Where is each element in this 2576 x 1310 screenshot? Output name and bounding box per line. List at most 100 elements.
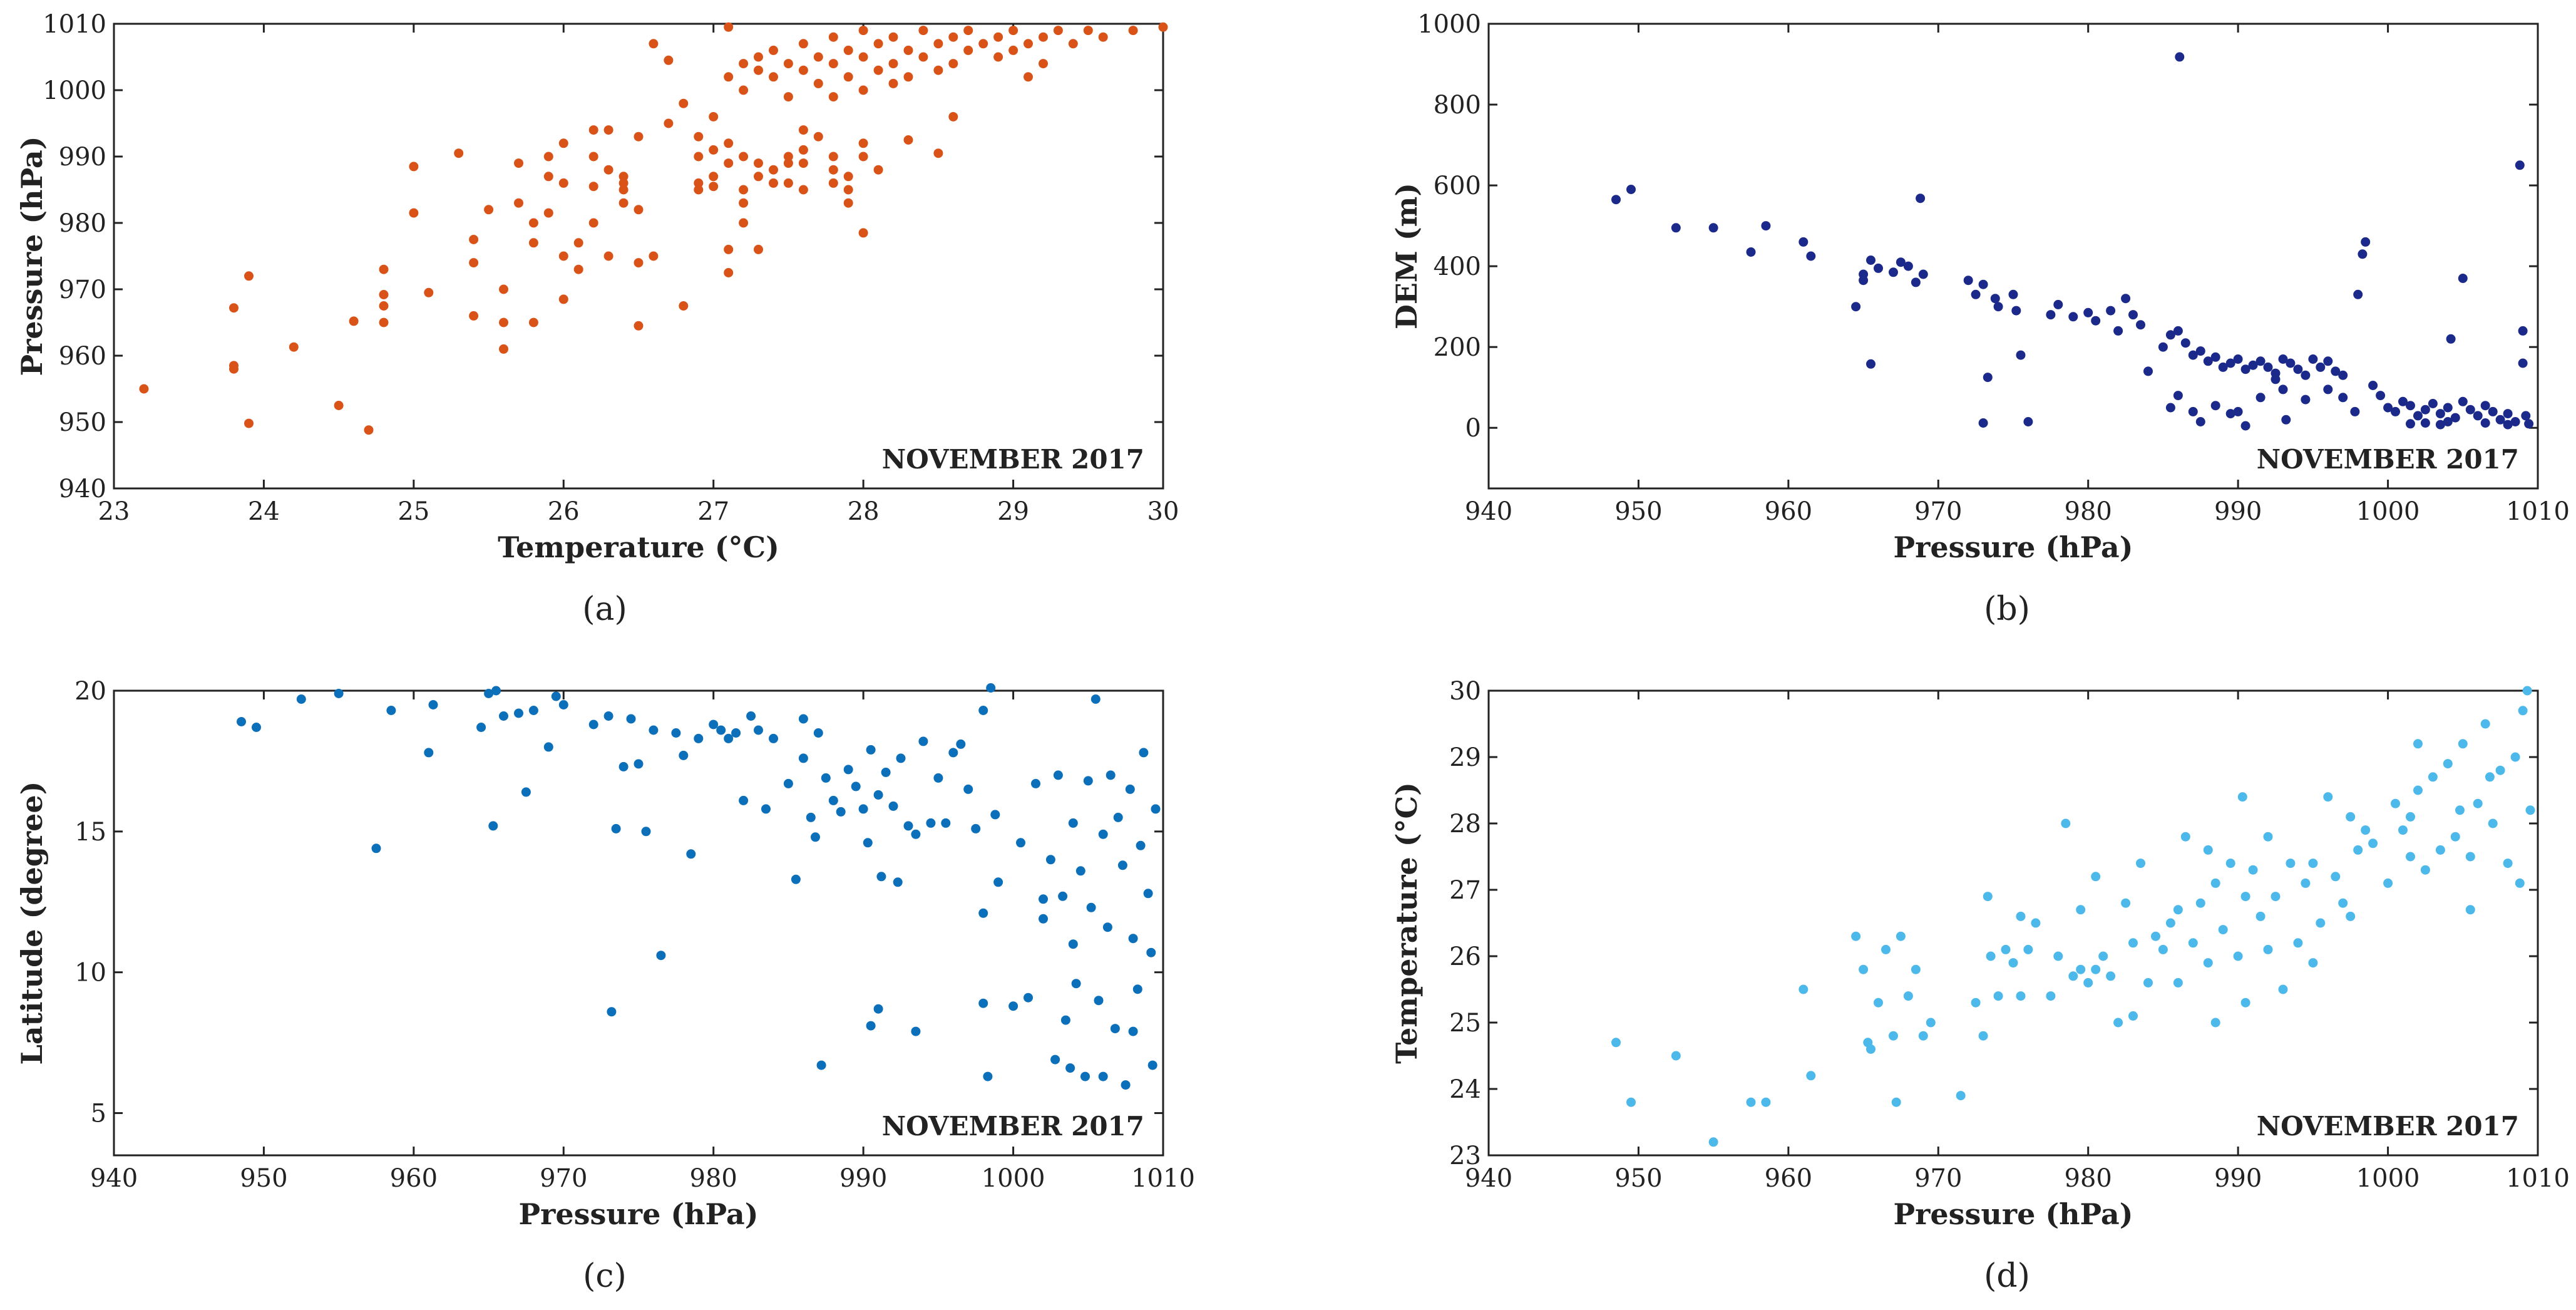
panel-a-y-tick-label: 1000 (43, 76, 106, 105)
panel-a-data-point (858, 138, 868, 148)
panel-b-x-tick-label: 1000 (2356, 497, 2420, 526)
panel-d-data-point (2225, 859, 2235, 869)
panel-b-data-point (2210, 401, 2220, 411)
panel-b-plot-frame (1487, 23, 2539, 490)
panel-b-data-point (2503, 409, 2513, 419)
panel-d-data-point (2383, 878, 2393, 888)
panel-a-data-point (528, 317, 538, 328)
panel-a-data-point (709, 172, 719, 182)
panel-d-data-point (2248, 865, 2258, 875)
panel-a-data-point (334, 401, 344, 410)
panel-d-data-point (1799, 984, 1809, 994)
panel-a-data-point (828, 152, 838, 162)
panel-a-data-point (873, 65, 883, 75)
panel-c-data-point (926, 818, 936, 828)
panel-b-data-point (1903, 261, 1913, 271)
panel-d-data-point (2023, 944, 2033, 954)
panel-c-data-point (551, 691, 561, 701)
panel-c-data-point (873, 1004, 883, 1014)
panel-d-data-point (2106, 971, 2116, 981)
panel-c-data-point (993, 877, 1003, 887)
panel-c-data-point (941, 818, 951, 828)
panel-c-data-point (1094, 996, 1104, 1006)
panel-d-x-axis-label: Pressure (hPa) (1894, 1197, 2133, 1231)
panel-a-data-point (634, 321, 644, 331)
panel-b-data-point (1874, 263, 1883, 273)
panel-d-data-point (2346, 911, 2356, 921)
panel-d-data-point (2435, 845, 2445, 855)
panel-c-data-point (798, 714, 808, 724)
panel-d-data-point (1746, 1097, 1756, 1107)
panel-b-data-point (2331, 366, 2341, 376)
panel-c-data-point (903, 821, 913, 831)
panel-a-data-point (948, 59, 958, 69)
panel-d-data-point (2203, 958, 2213, 968)
panel-d-data-point (2091, 964, 2101, 974)
panel-d-data-point (2016, 991, 2026, 1001)
panel-c-data-point (611, 823, 621, 833)
panel-a-data-point (379, 290, 389, 299)
panel-d-data-point (2263, 832, 2273, 842)
panel-d-data-point (1874, 998, 1883, 1008)
panel-c-data-point (971, 823, 981, 833)
panel-b-data-point (1799, 237, 1809, 247)
panel-a-data-point (903, 72, 913, 82)
panel-a-data-point (1083, 26, 1093, 36)
panel-b-data-point (1866, 359, 1876, 369)
panel-b-y-tick-label: 1000 (1417, 10, 1481, 39)
panel-d-data-point (2518, 706, 2528, 716)
panel-c-data-point (1139, 748, 1149, 758)
panel-d-data-point (2158, 944, 2168, 954)
panel-a-data-point (828, 165, 838, 175)
panel-b-data-point (1708, 223, 1718, 233)
panel-d-data-point (1891, 1097, 1901, 1107)
panel-c-data-point (1083, 776, 1093, 786)
panel-b-data-point (2301, 395, 2311, 405)
panel-c-data-point (386, 706, 396, 715)
panel-c-data-point (1039, 914, 1048, 924)
panel-c-data-point (1039, 894, 1048, 904)
panel-b-data-point (2106, 306, 2116, 316)
panel-a-data-point (724, 22, 734, 32)
panel-a-data-point (828, 32, 838, 42)
panel-d-data-point (1611, 1038, 1621, 1048)
panel-b-data-point (2488, 406, 2498, 416)
panel-c-data-point (811, 832, 820, 842)
panel-b-data-point (2503, 420, 2513, 430)
panel-a-data-point (409, 208, 419, 218)
panel-d-data-point (2001, 944, 2011, 954)
panel-d-data-point (2420, 865, 2430, 875)
panel-d-data-point (2240, 998, 2250, 1008)
panel-a-data-point (813, 78, 823, 88)
panel-a-data-point (769, 72, 778, 82)
panel-a-data-point (229, 364, 239, 374)
panel-c-data-point (252, 723, 261, 732)
panel-a-data-point (709, 111, 719, 121)
panel-c-data-point (806, 812, 816, 822)
panel-d-x-tick-label: 950 (1614, 1164, 1662, 1193)
panel-b-data-point (2480, 418, 2490, 428)
panel-d-annotation: NOVEMBER 2017 (2257, 1111, 2519, 1142)
panel-a-data-point (858, 52, 868, 62)
panel-a-y-axis-label: Pressure (hPa) (15, 137, 49, 376)
panel-a-data-point (828, 59, 838, 69)
panel-b-data-point (2225, 358, 2235, 368)
panel-a-data-point (139, 384, 149, 394)
panel-b-data-point (2518, 326, 2528, 336)
panel-d-data-point (1986, 951, 1996, 961)
panel-c-data-point (1098, 829, 1108, 839)
panel-a-data-point (903, 135, 913, 145)
panel-a-data-point (769, 165, 778, 175)
panel-c-data-point (649, 725, 659, 735)
panel-b-data-point (1916, 193, 1926, 204)
panel-a-data-point (349, 316, 359, 326)
panel-b-data-point (2225, 409, 2235, 419)
panel-c-data-point (866, 1021, 876, 1031)
panel-b-x-axis-label: Pressure (hPa) (1894, 530, 2133, 564)
panel-c-data-point (1068, 818, 1078, 828)
panel-d-data-point (2443, 759, 2453, 769)
panel-d-data-point (2480, 719, 2490, 729)
panel-d-data-point (1971, 998, 1981, 1008)
panel-c-data-point (828, 795, 838, 805)
panel-a-data-point (918, 52, 928, 62)
